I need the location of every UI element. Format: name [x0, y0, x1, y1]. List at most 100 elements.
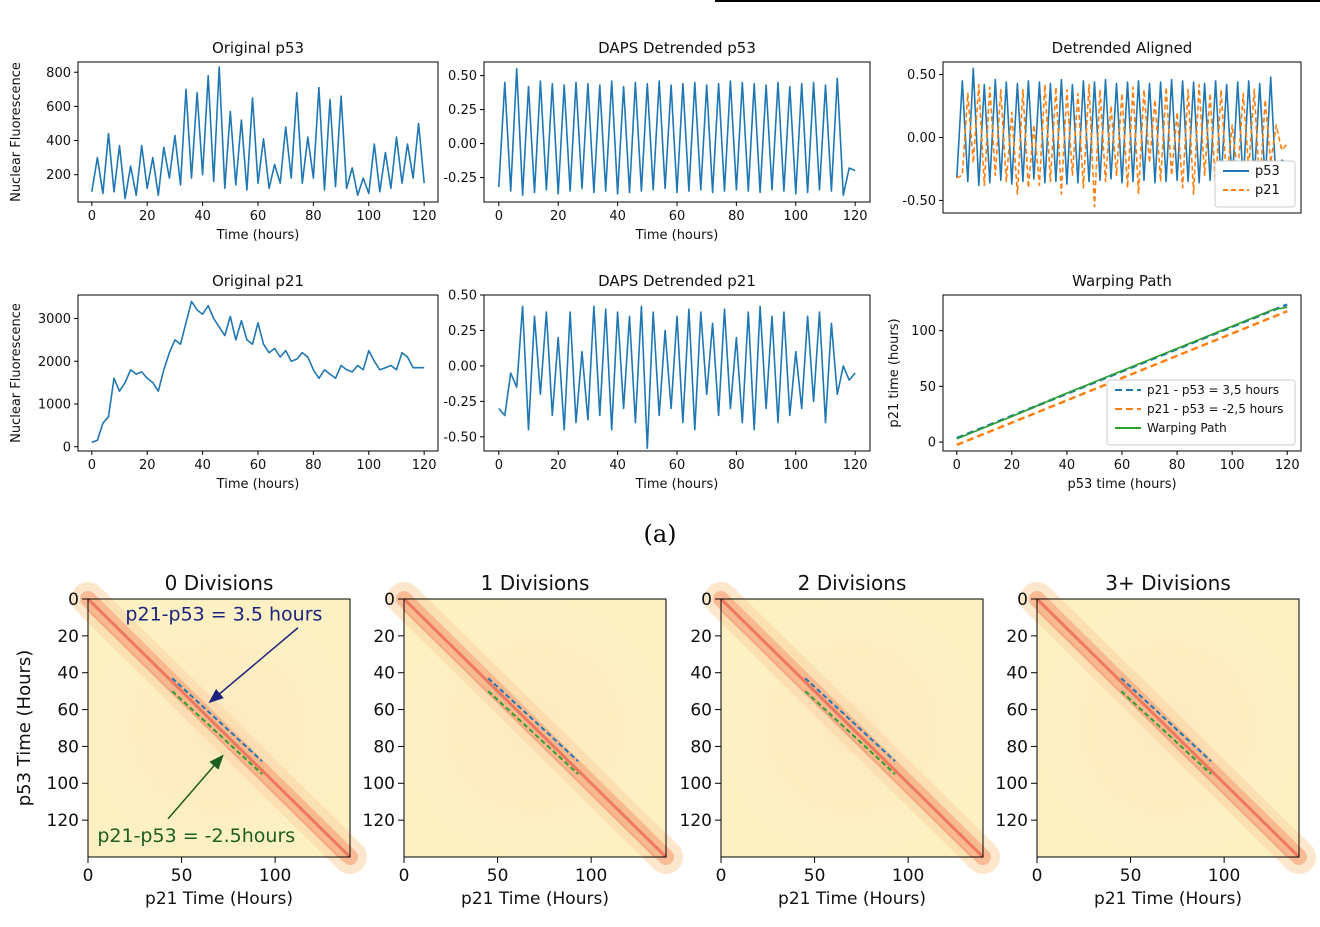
y-tick-label: -0.50	[443, 430, 477, 445]
y-tick-label: 800	[46, 66, 71, 81]
plot-frame	[942, 61, 1302, 214]
series-line-0	[956, 310, 1288, 447]
y-tick-label: 40	[1006, 664, 1028, 684]
x-tick-label: 50	[487, 866, 509, 886]
chart-panel-9: 3+ Divisions 0 50 100 0 20 40 60 80 100 120 p21 Tim…	[996, 571, 1316, 909]
chart-panel-3: Original p21 0 20 40 60 80 100 120 0 1000 2000 3000…	[9, 272, 439, 492]
x-tick-label: 100	[1208, 866, 1240, 886]
chart-panel-8: 2 Divisions 0 50 100 0 20 40 60 80 100 120 p21 Time…	[680, 571, 1000, 909]
x-axis-label: Time (hours)	[635, 228, 719, 243]
plot-frame	[942, 294, 1302, 452]
y-axis-label: Nuclear Fluorescence	[9, 303, 24, 443]
annotation-arrow-1	[167, 754, 224, 820]
x-axis-label: p21 Time (Hours)	[145, 889, 293, 909]
offset-line-1	[487, 690, 579, 775]
x-tick-label: 120	[412, 458, 437, 473]
x-tick-label: 100	[575, 866, 607, 886]
series-line-0	[498, 68, 856, 196]
offset-line-1	[171, 690, 263, 775]
y-tick-label: 0.50	[907, 68, 936, 83]
chart-title: 2 Divisions	[798, 571, 907, 595]
figure-caption: (a)	[643, 520, 677, 548]
y-tick-label: 400	[46, 134, 71, 149]
y-tick-label: 40	[373, 664, 395, 684]
y-tick-label: 50	[919, 380, 936, 395]
offset-line-0	[804, 677, 896, 762]
legend-label: p21 - p53 = 3,5 hours	[1147, 383, 1279, 397]
plot-frame	[77, 294, 439, 452]
y-tick-label: 60	[373, 701, 395, 721]
series-line-0	[91, 300, 425, 444]
y-tick-label: 60	[1006, 701, 1028, 721]
x-tick-label: 0	[88, 458, 96, 473]
heatmap-band-core	[86, 597, 352, 859]
x-axis-label: p21 Time (Hours)	[778, 889, 926, 909]
y-axis-label: Nuclear Fluorescence	[9, 62, 24, 202]
plot-frame	[1036, 598, 1300, 858]
x-tick-label: 80	[728, 458, 745, 473]
x-tick-label: 50	[1120, 866, 1142, 886]
legend-box	[1106, 379, 1296, 446]
y-tick-label: -0.25	[443, 395, 477, 410]
chart-panel-5: Warping Path 0 20 40 60 80 100 120 0 50 100 p53 tim…	[887, 272, 1302, 492]
chart-title: 1 Divisions	[481, 571, 590, 595]
y-tick-label: 200	[46, 168, 71, 183]
x-tick-label: 100	[1220, 458, 1245, 473]
chart-title: 3+ Divisions	[1105, 571, 1231, 595]
legend: p21 - p53 = 3,5 hours p21 - p53 = -2,5 ho…	[1106, 379, 1296, 446]
top-rule	[715, 0, 1320, 2]
y-tick-label: 120	[363, 811, 395, 831]
y-tick-label: 0	[384, 590, 395, 610]
y-tick-label: 100	[363, 774, 395, 794]
chart-panel-1: DAPS Detrended p53 0 20 40 60 80 100 120 -0.25 0.…	[443, 39, 871, 243]
x-tick-label: 40	[1059, 458, 1076, 473]
x-axis-label: p21 Time (Hours)	[461, 889, 609, 909]
x-tick-label: 0	[953, 458, 961, 473]
legend-label: p21 - p53 = -2,5 hours	[1147, 402, 1283, 416]
x-tick-label: 40	[194, 209, 211, 224]
x-tick-label: 60	[250, 458, 267, 473]
x-tick-label: 20	[1004, 458, 1021, 473]
heatmap-band-core	[402, 597, 668, 859]
y-tick-label: -0.25	[443, 171, 477, 186]
chart-title: Original p21	[212, 272, 304, 290]
legend-label: p53	[1255, 164, 1280, 179]
y-tick-label: 0	[68, 590, 79, 610]
x-tick-label: 0	[1032, 866, 1043, 886]
y-tick-label: 100	[680, 774, 712, 794]
y-tick-label: 80	[1006, 737, 1028, 757]
heatmap-band-core	[1035, 597, 1301, 859]
annotation-text-1: p21-p53 = -2.5hours	[97, 825, 295, 847]
y-tick-label: 80	[373, 737, 395, 757]
heatmap-band-side	[1036, 609, 1289, 858]
x-axis-label: Time (hours)	[635, 477, 719, 492]
y-tick-label: 120	[47, 811, 79, 831]
x-tick-label: 40	[609, 209, 626, 224]
plot-frame	[77, 61, 439, 203]
annotation-arrow-0	[208, 627, 299, 704]
x-tick-label: 100	[783, 209, 808, 224]
x-tick-label: 0	[88, 209, 96, 224]
chart-panel-7: 1 Divisions 0 50 100 0 20 40 60 80 100 120 p21 Time…	[363, 571, 683, 909]
y-tick-label: 80	[57, 737, 79, 757]
plot-frame	[403, 598, 667, 858]
y-tick-label: 60	[690, 701, 712, 721]
x-tick-label: 0	[495, 458, 503, 473]
x-tick-label: 0	[399, 866, 410, 886]
y-tick-label: 0	[928, 436, 936, 451]
chart-panel-6: 0 Divisions 0 50 100 0 20 40 60 80 100 120 p21 Time…	[14, 571, 367, 909]
y-axis-label: p53 Time (Hours)	[14, 650, 35, 807]
chart-title: DAPS Detrended p53	[598, 39, 756, 57]
x-tick-label: 60	[250, 209, 267, 224]
plot-frame	[720, 598, 984, 858]
x-tick-label: 120	[1275, 458, 1300, 473]
y-tick-label: 60	[57, 701, 79, 721]
y-tick-label: 0	[1017, 590, 1028, 610]
x-tick-label: 100	[259, 866, 291, 886]
x-tick-label: 80	[305, 209, 322, 224]
x-tick-label: 0	[83, 866, 94, 886]
y-tick-label: 20	[373, 627, 395, 647]
y-tick-label: 100	[47, 774, 79, 794]
